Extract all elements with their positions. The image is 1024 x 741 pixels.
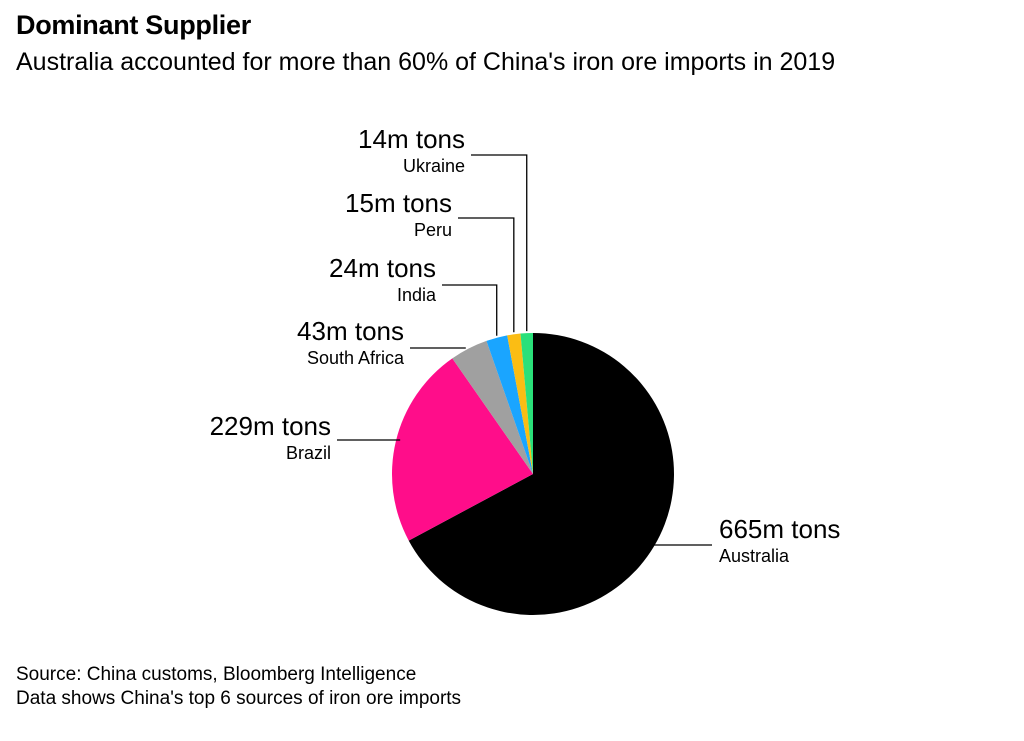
source-note: Source: China customs, Bloomberg Intelli… bbox=[16, 664, 417, 685]
pie-slice-south-africa bbox=[452, 340, 533, 474]
value-label-australia: 665m tons bbox=[719, 514, 840, 544]
pie-slices bbox=[392, 333, 675, 615]
pie-slice-australia bbox=[408, 333, 675, 615]
value-label-brazil: 229m tons bbox=[210, 411, 331, 441]
value-label-ukraine: 14m tons bbox=[358, 124, 465, 154]
leader-line-ukraine bbox=[471, 154, 528, 332]
pie-slice-india bbox=[486, 335, 533, 474]
category-label-ukraine: Ukraine bbox=[403, 156, 465, 176]
chart-title: Dominant Supplier bbox=[16, 10, 251, 40]
leader-lines bbox=[337, 154, 712, 546]
value-label-south-africa: 43m tons bbox=[297, 316, 404, 346]
leader-line-peru bbox=[458, 217, 515, 333]
pie-slice-peru bbox=[507, 333, 533, 474]
category-label-brazil: Brazil bbox=[286, 443, 331, 463]
chart-footer: Source: China customs, Bloomberg Intelli… bbox=[16, 663, 461, 711]
pie-slice-ukraine bbox=[520, 333, 533, 474]
value-label-india: 24m tons bbox=[329, 253, 436, 283]
category-label-australia: Australia bbox=[719, 546, 790, 566]
chart-subtitle: Australia accounted for more than 60% of… bbox=[16, 48, 836, 76]
category-label-india: India bbox=[397, 285, 437, 305]
pie-slice-brazil bbox=[392, 358, 533, 541]
leader-line-india bbox=[442, 284, 498, 336]
category-label-south-africa: South Africa bbox=[307, 348, 405, 368]
data-note: Data shows China's top 6 sources of iron… bbox=[16, 688, 462, 709]
value-label-peru: 15m tons bbox=[345, 188, 452, 218]
category-label-peru: Peru bbox=[414, 220, 452, 240]
